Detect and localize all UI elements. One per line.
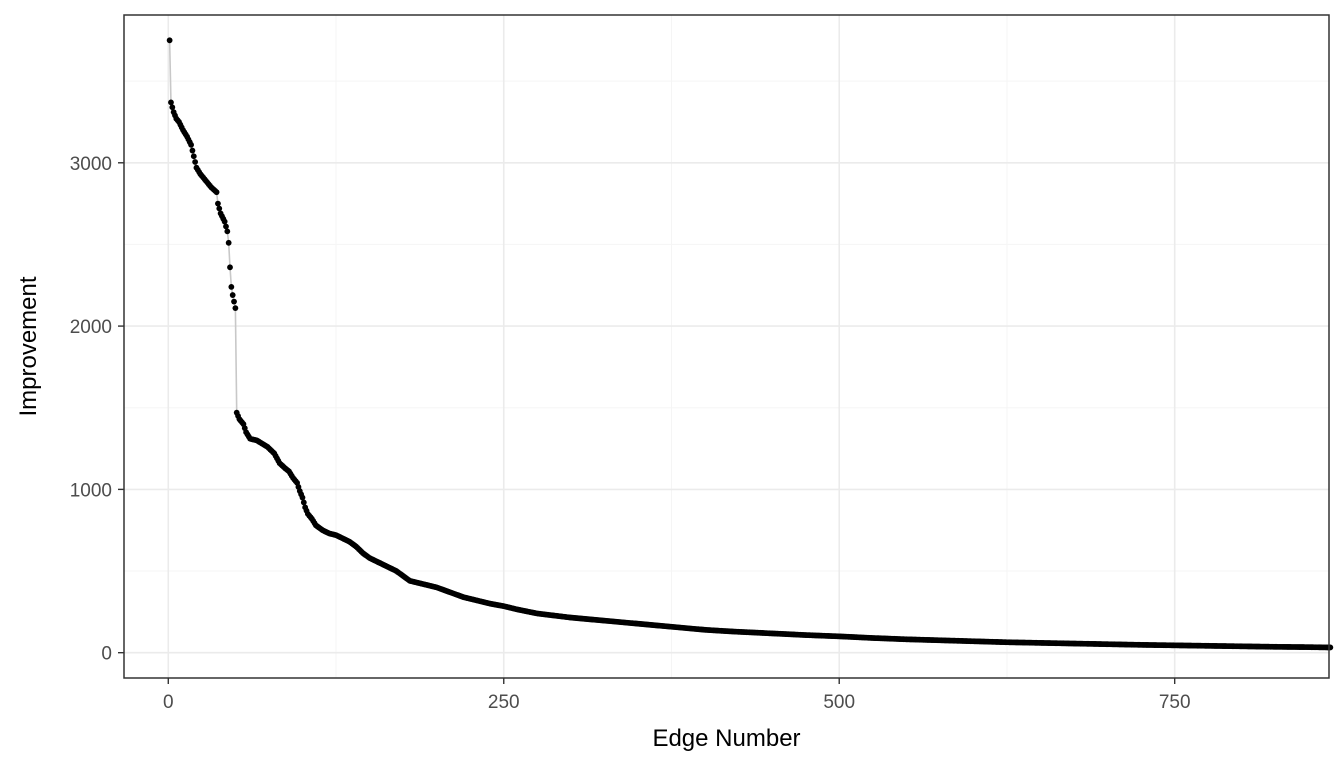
data-point xyxy=(228,284,235,290)
minor-gridlines xyxy=(124,15,1329,678)
data-point xyxy=(229,292,236,298)
data-point xyxy=(232,305,239,312)
y-axis-title: Improvement xyxy=(15,276,42,416)
data-point xyxy=(216,205,223,212)
x-tick-label: 500 xyxy=(823,692,855,713)
data-point xyxy=(223,223,229,230)
data-point xyxy=(299,494,306,501)
data-point xyxy=(221,218,228,225)
y-tick-label: 2000 xyxy=(70,317,112,338)
data-point xyxy=(168,99,174,106)
x-axis-title: Edge Number xyxy=(652,725,800,752)
data-point xyxy=(192,159,199,165)
data-point xyxy=(231,298,237,305)
data-point xyxy=(224,228,231,235)
x-axis: 0 250 500 750 xyxy=(163,678,1191,713)
y-axis: 0 1000 2000 3000 xyxy=(70,154,124,665)
panel-border xyxy=(123,14,1330,679)
data-point xyxy=(213,189,220,196)
major-gridlines xyxy=(124,15,1329,678)
data-point xyxy=(169,104,176,111)
data-point xyxy=(227,264,233,271)
data-point xyxy=(215,200,221,207)
series-points-group xyxy=(166,37,1334,651)
data-point xyxy=(190,153,197,160)
x-tick-label: 0 xyxy=(163,692,174,713)
data-point xyxy=(300,499,307,506)
y-tick-label: 1000 xyxy=(70,480,112,501)
data-point xyxy=(188,141,194,148)
data-point xyxy=(225,239,232,246)
x-tick-label: 750 xyxy=(1159,692,1191,713)
data-point xyxy=(189,147,196,154)
data-point xyxy=(166,37,173,44)
y-tick-label: 3000 xyxy=(70,154,112,175)
x-tick-label: 250 xyxy=(488,692,520,713)
y-tick-label: 0 xyxy=(101,644,112,665)
plot-panel xyxy=(123,14,1334,679)
